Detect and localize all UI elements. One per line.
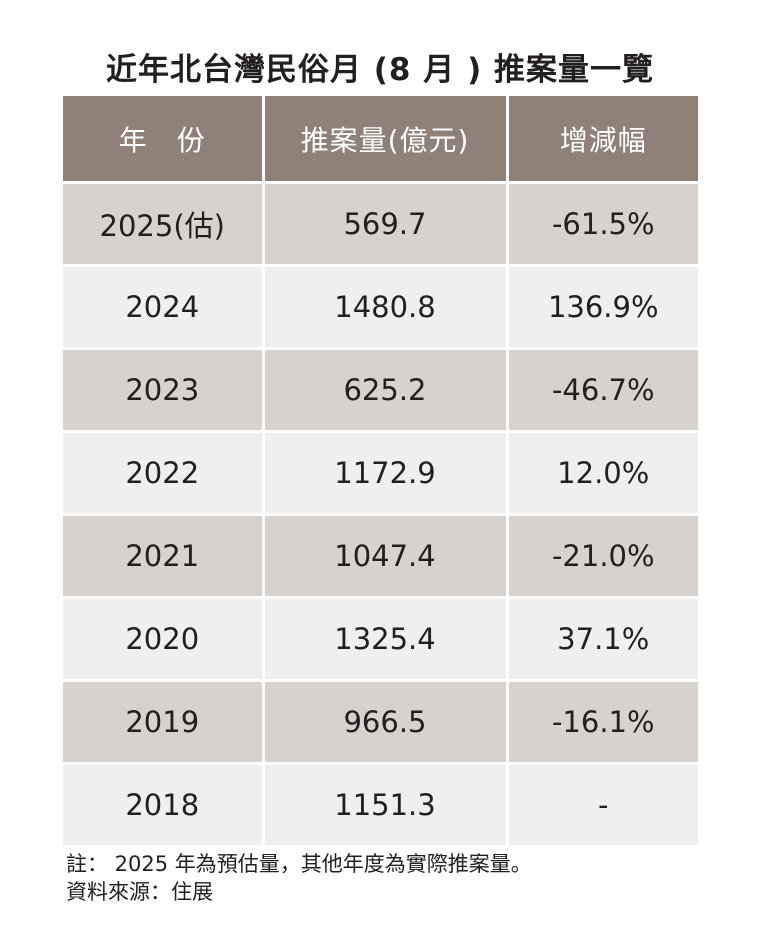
cell-year: 2025(估) <box>63 182 265 267</box>
table-row: 2022 1172.9 12.0% <box>63 431 698 516</box>
cell-year: 2022 <box>63 431 265 516</box>
table-row: 2024 1480.8 136.9% <box>63 265 698 350</box>
table-header-row: 年 份 推案量(億元) 增減幅 <box>63 96 698 184</box>
cell-year: 2023 <box>63 348 265 433</box>
table-row: 2020 1325.4 37.1% <box>63 597 698 682</box>
presale-volume-table: 年 份 推案量(億元) 增減幅 2025(估) 569.7 -61.5% 202… <box>63 96 698 848</box>
cell-change: -61.5% <box>507 182 698 267</box>
cell-amount: 1172.9 <box>263 431 509 516</box>
cell-year: 2024 <box>63 265 265 350</box>
cell-amount: 1047.4 <box>263 514 509 599</box>
source-note: 資料來源：住展 <box>66 880 213 904</box>
cell-year: 2020 <box>63 597 265 682</box>
cell-change: -16.1% <box>507 680 698 765</box>
cell-change: 37.1% <box>507 597 698 682</box>
cell-change: - <box>507 763 698 848</box>
table-row: 2018 1151.3 - <box>63 763 698 848</box>
header-year: 年 份 <box>63 96 265 184</box>
cell-change: 136.9% <box>507 265 698 350</box>
footnote-estimate: 註： 2025 年為預估量，其他年度為實際推案量。 <box>66 852 532 876</box>
table-row: 2023 625.2 -46.7% <box>63 348 698 433</box>
footnotes: 註： 2025 年為預估量，其他年度為實際推案量。 資料來源：住展 <box>66 850 532 906</box>
cell-amount: 1480.8 <box>263 265 509 350</box>
header-change: 增減幅 <box>507 96 698 184</box>
cell-amount: 1325.4 <box>263 597 509 682</box>
header-amount: 推案量(億元) <box>263 96 509 184</box>
table-row: 2025(估) 569.7 -61.5% <box>63 182 698 267</box>
table-title: 近年北台灣民俗月 (8 月 ) 推案量一覽 <box>105 52 655 88</box>
cell-change: -21.0% <box>507 514 698 599</box>
cell-change: 12.0% <box>507 431 698 516</box>
cell-amount: 569.7 <box>263 182 509 267</box>
cell-year: 2019 <box>63 680 265 765</box>
cell-amount: 966.5 <box>263 680 509 765</box>
table-row: 2021 1047.4 -21.0% <box>63 514 698 599</box>
cell-amount: 625.2 <box>263 348 509 433</box>
cell-year: 2021 <box>63 514 265 599</box>
cell-change: -46.7% <box>507 348 698 433</box>
cell-year: 2018 <box>63 763 265 848</box>
cell-amount: 1151.3 <box>263 763 509 848</box>
table-row: 2019 966.5 -16.1% <box>63 680 698 765</box>
